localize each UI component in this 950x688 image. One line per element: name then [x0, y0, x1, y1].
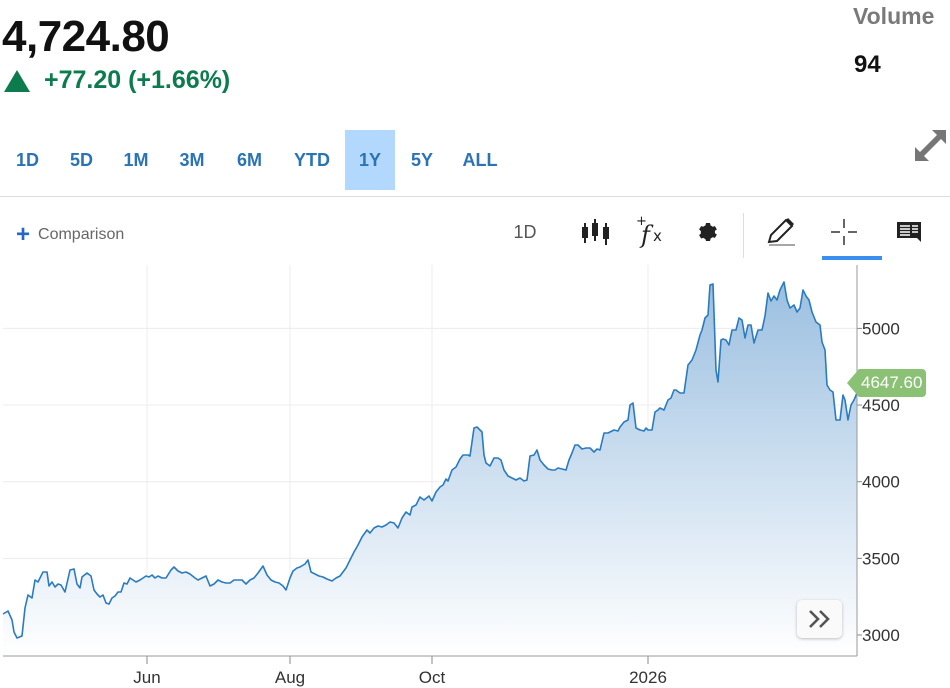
price-area: [3, 282, 857, 656]
pencil-icon[interactable]: [764, 210, 798, 254]
svg-text:x: x: [653, 227, 662, 245]
price-change-text: +77.20 (+1.66%): [44, 66, 231, 94]
scroll-to-latest-button[interactable]: [797, 600, 842, 638]
svg-text:4500: 4500: [862, 396, 900, 415]
comparison-button[interactable]: + Comparison: [16, 221, 125, 248]
range-1y[interactable]: 1Y: [345, 130, 395, 190]
range-5d[interactable]: 5D: [69, 150, 93, 170]
range-ytd[interactable]: YTD: [294, 150, 330, 170]
range-selector: 1D 5D 1M 3M 6M YTD 1Y 5Y ALL: [0, 130, 511, 190]
price-line: [2, 281, 858, 639]
svg-text:4000: 4000: [862, 473, 900, 492]
svg-text:5000: 5000: [862, 319, 900, 338]
range-1m[interactable]: 1M: [123, 150, 149, 170]
crosshair-icon[interactable]: [826, 210, 862, 254]
interval-button[interactable]: 1D: [513, 221, 537, 242]
range-5y[interactable]: 5Y: [410, 150, 434, 170]
last-price: 4,724.80: [2, 12, 170, 61]
active-tool-indicator: [822, 256, 882, 260]
toolbar-separator: [743, 213, 744, 258]
comment-icon[interactable]: [894, 210, 924, 254]
svg-text:3000: 3000: [862, 626, 900, 645]
comparison-label: Comparison: [38, 226, 125, 243]
svg-text:+: +: [636, 215, 647, 229]
price-change: +77.20 (+1.66%): [4, 66, 230, 95]
expand-icon[interactable]: [908, 128, 948, 168]
range-all[interactable]: ALL: [462, 150, 498, 170]
header-divider: [0, 196, 950, 197]
range-1d[interactable]: 1D: [15, 150, 39, 170]
candlestick-icon[interactable]: [578, 210, 614, 254]
svg-text:Aug: Aug: [275, 668, 305, 687]
chart-axes: 3000 3500 4000 4500 5000 Jun Aug Oct 2026: [3, 265, 900, 687]
svg-text:Jun: Jun: [133, 668, 160, 687]
plus-icon: +: [16, 221, 31, 248]
function-icon[interactable]: + f x: [634, 210, 668, 254]
volume-label: Volume: [853, 3, 935, 29]
range-3m[interactable]: 3M: [179, 150, 205, 170]
svg-text:2026: 2026: [629, 668, 667, 687]
double-chevron-right-icon: [808, 610, 830, 628]
last-price-badge-text: 4647.60: [859, 369, 927, 397]
gear-icon[interactable]: [694, 210, 722, 254]
range-6m[interactable]: 6M: [236, 150, 262, 170]
last-price-badge: 4647.60: [847, 369, 927, 397]
svg-text:3500: 3500: [862, 549, 900, 568]
volume-value: 94: [854, 51, 881, 78]
svg-text:Oct: Oct: [419, 668, 446, 687]
up-triangle-icon: [4, 69, 30, 92]
